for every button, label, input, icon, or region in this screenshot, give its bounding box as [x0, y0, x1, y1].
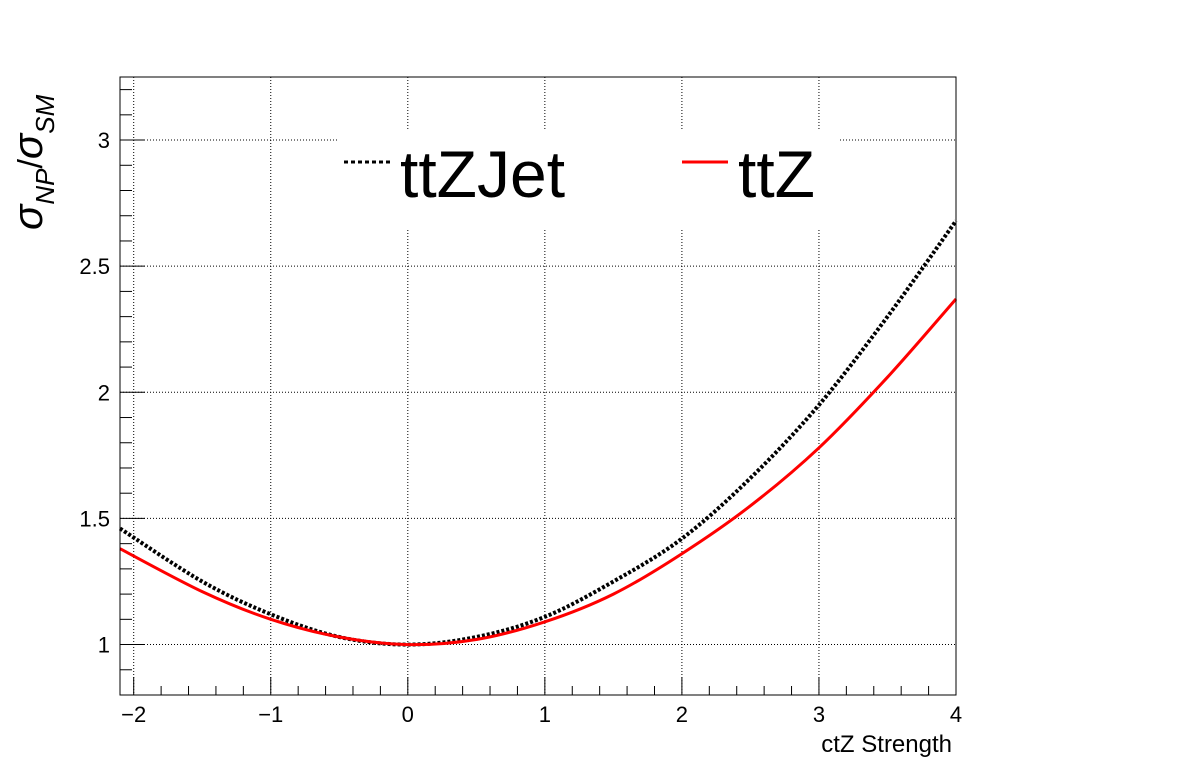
y-tick-label: 3 — [98, 128, 110, 153]
legend: ttZJet ttZ — [338, 130, 838, 230]
x-tick-label: −1 — [258, 702, 283, 727]
x-tick-label: 2 — [676, 702, 688, 727]
y-label-sub-sm: SM — [30, 94, 60, 133]
x-tick-label: 0 — [402, 702, 414, 727]
legend-label-ttz: ttZ — [738, 137, 815, 211]
x-tick-label: 1 — [539, 702, 551, 727]
axis-ticks — [120, 89, 957, 696]
x-tick-labels: −2 −1 0 1 2 3 4 — [121, 702, 962, 727]
y-axis-label: σNP/σSM — [4, 94, 60, 230]
y-label-sub-np: NP — [30, 168, 60, 205]
y-tick-label: 1 — [98, 633, 110, 658]
y-label-separator: / — [12, 159, 50, 169]
series-lines — [118, 219, 958, 647]
x-tick-label: −2 — [121, 702, 146, 727]
y-label-sigma-sm: σ — [4, 132, 51, 159]
x-axis-label: ctZ Strength — [821, 731, 952, 758]
plot-frame — [119, 76, 957, 696]
series-line-ttzjet — [118, 219, 958, 647]
legend-label-ttzjet: ttZJet — [400, 137, 565, 211]
y-tick-labels: 1 1.5 2 2.5 3 — [79, 128, 110, 657]
series-line-ttz — [119, 298, 958, 647]
x-tick-label: 4 — [950, 702, 962, 727]
y-label-sigma-np: σ — [4, 203, 51, 230]
x-tick-label: 3 — [813, 702, 825, 727]
y-tick-label: 2.5 — [79, 254, 110, 279]
y-tick-label: 2 — [98, 380, 110, 405]
legend-background — [338, 130, 838, 230]
y-tick-label: 1.5 — [79, 506, 110, 531]
